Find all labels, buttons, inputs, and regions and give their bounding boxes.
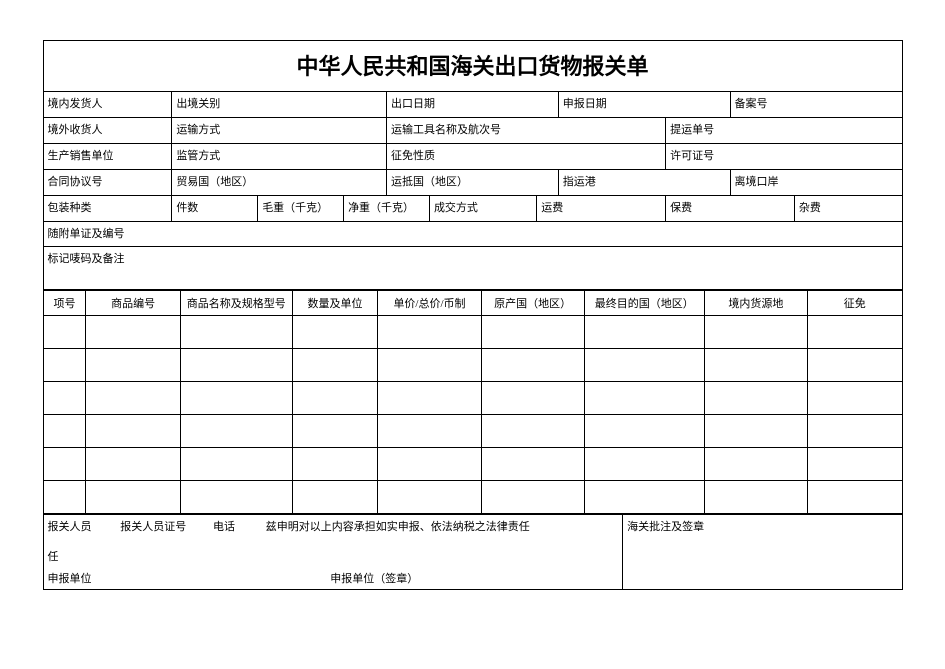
table-row [43,382,902,415]
col-hs-code: 商品编号 [86,291,180,316]
label-consignor: 境内发货人 [43,92,172,118]
goods-table: 项号 商品编号 商品名称及规格型号 数量及单位 单价/总价/币制 原产国（地区）… [43,290,903,514]
label-agent-id: 报关人员证号 [120,518,210,534]
label-transport-mode: 运输方式 [172,118,387,144]
label-record-no: 备案号 [730,92,902,118]
label-departure-port: 离境口岸 [730,170,902,196]
label-misc-fee: 杂费 [794,196,902,222]
label-ren: 任 [48,548,619,564]
col-final-dest: 最终目的国（地区） [584,291,704,316]
label-producer: 生产销售单位 [43,144,172,170]
info-row-1: 境内发货人 出境关别 出口日期 申报日期 备案号 [43,92,902,118]
col-domestic-source: 境内货源地 [704,291,807,316]
info-row-6: 随附单证及编号 [43,222,902,247]
declaration-left-top: 报关人员 报关人员证号 电话 兹申明对以上内容承担如实申报、依法纳税之法律责任 [43,515,623,546]
label-export-date: 出口日期 [387,92,559,118]
info-row-2: 境外收货人 运输方式 运输工具名称及航次号 提运单号 [43,118,902,144]
label-declaration-statement: 兹申明对以上内容承担如实申报、依法纳税之法律责任 [266,518,530,534]
label-contract-no: 合同协议号 [43,170,172,196]
col-origin: 原产国（地区） [481,291,584,316]
table-row [43,481,902,514]
footer-table: 报关人员 报关人员证号 电话 兹申明对以上内容承担如实申报、依法纳税之法律责任 … [43,514,903,590]
label-declare-date: 申报日期 [558,92,730,118]
table-row [43,448,902,481]
label-exit-port: 出境关别 [172,92,387,118]
table-row [43,415,902,448]
label-pieces: 件数 [172,196,258,222]
label-net-weight: 净重（千克） [344,196,430,222]
label-arrival-country: 运抵国（地区） [387,170,559,196]
label-declare-unit: 申报单位 [48,570,328,586]
header-info-table: 境内发货人 出境关别 出口日期 申报日期 备案号 境外收货人 运输方式 运输工具… [43,91,903,290]
info-row-4: 合同协议号 贸易国（地区） 运抵国（地区） 指运港 离境口岸 [43,170,902,196]
label-vessel-voyage: 运输工具名称及航次号 [387,118,666,144]
label-declare-unit-seal: 申报单位（签章） [330,570,418,586]
col-item-no: 项号 [43,291,86,316]
table-row [43,316,902,349]
label-customs-endorsement: 海关批注及签章 [623,515,902,590]
col-price: 单价/总价/币制 [378,291,481,316]
label-package-type: 包装种类 [43,196,172,222]
table-row [43,349,902,382]
customs-declaration-form: 中华人民共和国海关出口货物报关单 境内发货人 出境关别 出口日期 申报日期 备案… [43,40,903,590]
label-consignee: 境外收货人 [43,118,172,144]
label-marks-remarks: 标记唛码及备注 [43,247,902,290]
info-row-7: 标记唛码及备注 [43,247,902,290]
goods-header-row: 项号 商品编号 商品名称及规格型号 数量及单位 单价/总价/币制 原产国（地区）… [43,291,902,316]
label-phone: 电话 [213,518,263,534]
label-insurance: 保费 [666,196,795,222]
footer-row-1: 报关人员 报关人员证号 电话 兹申明对以上内容承担如实申报、依法纳税之法律责任 … [43,515,902,546]
info-row-5: 包装种类 件数 毛重（千克） 净重（千克） 成交方式 运费 保费 杂费 [43,196,902,222]
label-supervision-mode: 监管方式 [172,144,387,170]
label-gross-weight: 毛重（千克） [258,196,344,222]
col-name-spec: 商品名称及规格型号 [180,291,292,316]
col-qty-unit: 数量及单位 [292,291,378,316]
label-attached-docs: 随附单证及编号 [43,222,902,247]
col-exemption: 征免 [807,291,902,316]
label-destination-port: 指运港 [558,170,730,196]
label-deal-mode: 成交方式 [429,196,536,222]
info-row-3: 生产销售单位 监管方式 征免性质 许可证号 [43,144,902,170]
declaration-left-bottom: 任 申报单位 申报单位（签章） [43,545,623,590]
label-customs-agent: 报关人员 [48,518,118,534]
label-freight: 运费 [537,196,666,222]
label-license-no: 许可证号 [666,144,902,170]
form-title: 中华人民共和国海关出口货物报关单 [43,40,903,91]
label-bill-no: 提运单号 [666,118,902,144]
label-exemption-nature: 征免性质 [387,144,666,170]
label-trade-country: 贸易国（地区） [172,170,387,196]
